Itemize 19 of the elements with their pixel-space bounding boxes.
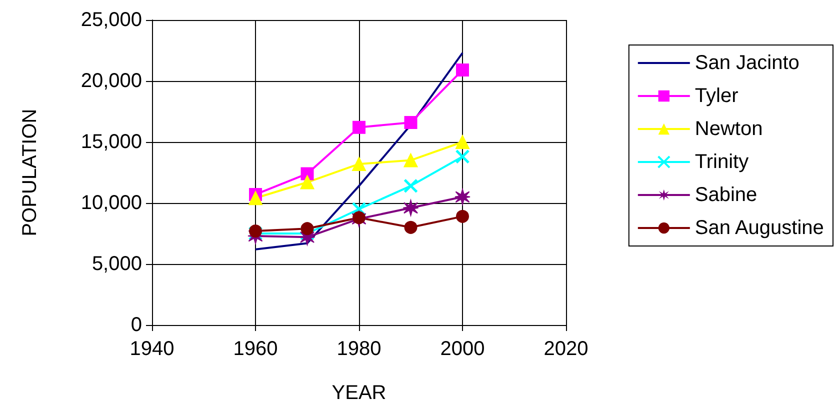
legend-label: Trinity <box>694 151 749 173</box>
x-axis-title: YEAR <box>332 382 386 404</box>
legend-label: Newton <box>694 118 763 140</box>
y-tick-label: 10,000 <box>80 192 142 214</box>
y-tick-label: 15,000 <box>80 131 142 153</box>
y-tick-label: 20,000 <box>80 70 142 92</box>
x-tick-label: 1980 <box>336 338 382 360</box>
x-tick-label: 2020 <box>544 338 588 360</box>
y-tick-label: 0 <box>130 314 142 336</box>
x-tick-label: 2000 <box>440 338 485 360</box>
x-tick-label: 1940 <box>130 338 174 360</box>
x-tick-label: 1960 <box>233 338 278 360</box>
y-axis-title: POPULATION <box>19 108 41 236</box>
legend-label: San Jacinto <box>694 52 800 74</box>
legend-label: Tyler <box>694 85 739 107</box>
legend-label: San Augustine <box>694 217 824 239</box>
y-tick-label: 5,000 <box>92 253 142 275</box>
legend-label: Sabine <box>694 184 758 206</box>
y-tick-label: 25,000 <box>80 9 142 31</box>
